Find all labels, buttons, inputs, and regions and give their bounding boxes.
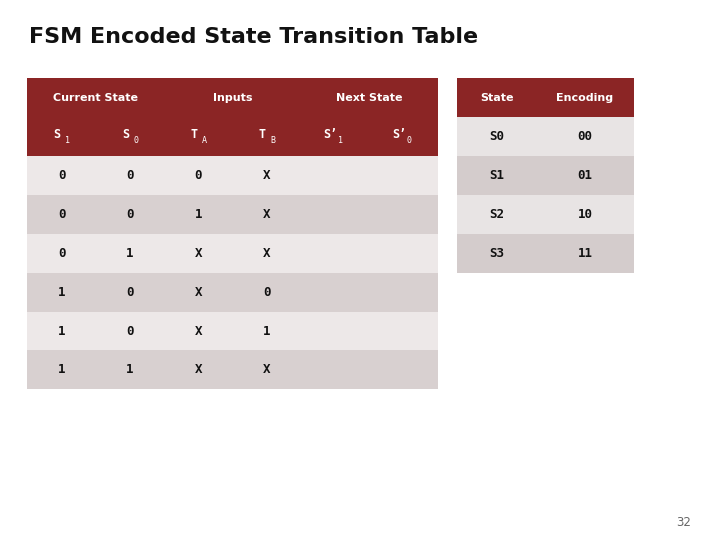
Text: 1: 1 <box>65 137 70 145</box>
Text: 0: 0 <box>126 325 134 338</box>
Bar <box>457 78 536 117</box>
Text: B: B <box>270 137 275 145</box>
Bar <box>301 78 438 117</box>
Bar <box>27 273 438 312</box>
Text: 1: 1 <box>58 325 66 338</box>
Text: 0: 0 <box>263 286 271 299</box>
Bar <box>536 78 634 117</box>
Text: 0: 0 <box>126 169 134 182</box>
Text: 0: 0 <box>133 137 138 145</box>
Text: 00: 00 <box>577 130 593 143</box>
Text: X: X <box>263 247 271 260</box>
Text: T: T <box>259 129 266 141</box>
Text: S2: S2 <box>490 208 504 221</box>
Bar <box>233 117 301 156</box>
Text: S’: S’ <box>392 129 406 141</box>
Bar <box>27 234 438 273</box>
Bar <box>369 117 438 156</box>
Bar <box>457 234 634 273</box>
Text: 1: 1 <box>263 325 271 338</box>
Text: State: State <box>480 93 513 103</box>
Text: 1: 1 <box>126 363 134 376</box>
Bar <box>164 78 301 117</box>
Text: 1: 1 <box>58 363 66 376</box>
Bar <box>27 156 438 195</box>
Text: S0: S0 <box>490 130 504 143</box>
Text: 0: 0 <box>58 169 66 182</box>
Text: 32: 32 <box>676 516 691 529</box>
Text: FSM Encoded State Transition Table: FSM Encoded State Transition Table <box>29 27 478 47</box>
Bar <box>96 117 164 156</box>
Bar <box>27 312 438 350</box>
Bar <box>457 195 634 234</box>
Text: 1: 1 <box>126 247 134 260</box>
Bar <box>164 117 233 156</box>
Text: X: X <box>263 169 271 182</box>
Text: Current State: Current State <box>53 93 138 103</box>
Text: S: S <box>122 129 129 141</box>
Text: 0: 0 <box>126 208 134 221</box>
Bar <box>457 156 634 195</box>
Bar <box>27 117 96 156</box>
Text: S1: S1 <box>490 169 504 182</box>
Text: 0: 0 <box>58 208 66 221</box>
Text: 1: 1 <box>338 137 343 145</box>
Text: A: A <box>202 137 207 145</box>
Text: S: S <box>54 129 60 141</box>
Bar <box>301 117 369 156</box>
Text: 11: 11 <box>577 247 593 260</box>
Text: S3: S3 <box>490 247 504 260</box>
Text: 10: 10 <box>577 208 593 221</box>
Text: 0: 0 <box>194 169 202 182</box>
Text: 0: 0 <box>58 247 66 260</box>
Text: Encoding: Encoding <box>557 93 613 103</box>
Text: 0: 0 <box>126 286 134 299</box>
Text: X: X <box>263 363 271 376</box>
Text: T: T <box>191 129 197 141</box>
Text: X: X <box>263 208 271 221</box>
Text: 0: 0 <box>407 137 412 145</box>
Text: 1: 1 <box>194 208 202 221</box>
Bar <box>27 350 438 389</box>
Text: Inputs: Inputs <box>213 93 252 103</box>
Text: X: X <box>194 247 202 260</box>
Bar <box>27 78 164 117</box>
Text: X: X <box>194 363 202 376</box>
Text: 1: 1 <box>58 286 66 299</box>
Text: Next State: Next State <box>336 93 402 103</box>
Bar <box>457 117 634 156</box>
Text: X: X <box>194 286 202 299</box>
Bar <box>27 195 438 234</box>
Text: 01: 01 <box>577 169 593 182</box>
Text: X: X <box>194 325 202 338</box>
Text: S’: S’ <box>324 129 338 141</box>
